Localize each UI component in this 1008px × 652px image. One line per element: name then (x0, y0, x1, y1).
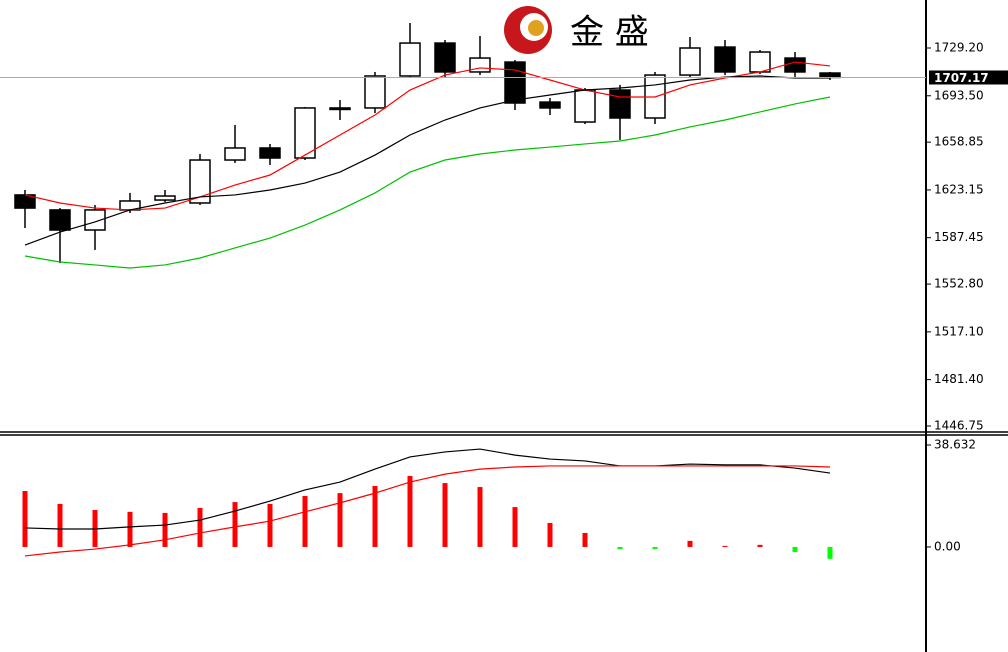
histogram-bar (722, 545, 728, 547)
candle-body (294, 107, 316, 159)
candle-body (329, 107, 351, 111)
y-tick-label: 38.632 (934, 438, 976, 452)
indicator-line (24, 61, 831, 211)
histogram-bar (687, 540, 693, 547)
candle-body (539, 101, 561, 109)
candle-body (749, 51, 771, 73)
y-tick-label: 0.00 (934, 539, 961, 553)
y-tick-label: 1481.40 (934, 372, 984, 386)
y-tick-label: 1517.10 (934, 324, 984, 338)
histogram-bar (162, 512, 168, 547)
y-tick-label: 1658.85 (934, 135, 984, 149)
logo-dot (528, 20, 544, 36)
histogram-bar (582, 532, 588, 547)
y-tick-label: 1729.20 (934, 41, 984, 55)
histogram-bar (267, 503, 273, 547)
histogram-bar (22, 491, 28, 547)
indicator-line (24, 75, 830, 246)
histogram-bar (792, 546, 798, 552)
current-price-label: 1707.17 (934, 71, 989, 85)
histogram-bar (652, 546, 658, 550)
histogram-bar (477, 487, 483, 547)
current-price-box (929, 70, 1008, 85)
histogram-bar (407, 475, 413, 547)
candle-body (364, 75, 386, 109)
candle-body (504, 61, 526, 104)
histogram-bar (232, 502, 238, 547)
candle-body (574, 89, 596, 123)
candle-body (714, 46, 736, 73)
y-tick-label: 1623.15 (934, 182, 984, 196)
candle-body (609, 89, 631, 119)
histogram-bar (512, 507, 518, 547)
histogram-bar (302, 496, 308, 547)
histogram-bar (372, 485, 378, 547)
histogram-bar (57, 503, 63, 547)
histogram-bar (127, 511, 133, 547)
histogram-bar (827, 546, 833, 559)
indicator-line (24, 465, 831, 557)
candle-body (434, 42, 456, 73)
candle-body (49, 209, 71, 231)
histogram-bar (617, 546, 623, 550)
indicator-line (24, 448, 831, 530)
y-tick-label: 1587.45 (934, 230, 984, 244)
candle-body (399, 42, 421, 77)
candle-body (224, 147, 246, 161)
histogram-bar (442, 483, 448, 547)
candle-body (819, 72, 841, 79)
candle-body (189, 159, 211, 204)
y-tick-label: 1446.75 (934, 419, 984, 433)
candle-body (84, 209, 106, 231)
y-tick-label: 1693.50 (934, 88, 984, 102)
candle-body (784, 57, 806, 73)
candle-body (154, 195, 176, 201)
y-tick-label: 1552.80 (934, 277, 984, 291)
histogram-bar (337, 493, 343, 547)
candle-body (259, 147, 281, 159)
indicator-line (24, 96, 831, 269)
histogram-bar (197, 507, 203, 547)
logo (504, 6, 552, 54)
histogram-bar (757, 544, 763, 547)
candle-body (679, 47, 701, 76)
watermark: 金 盛 (570, 13, 649, 53)
histogram-bar (547, 522, 553, 547)
